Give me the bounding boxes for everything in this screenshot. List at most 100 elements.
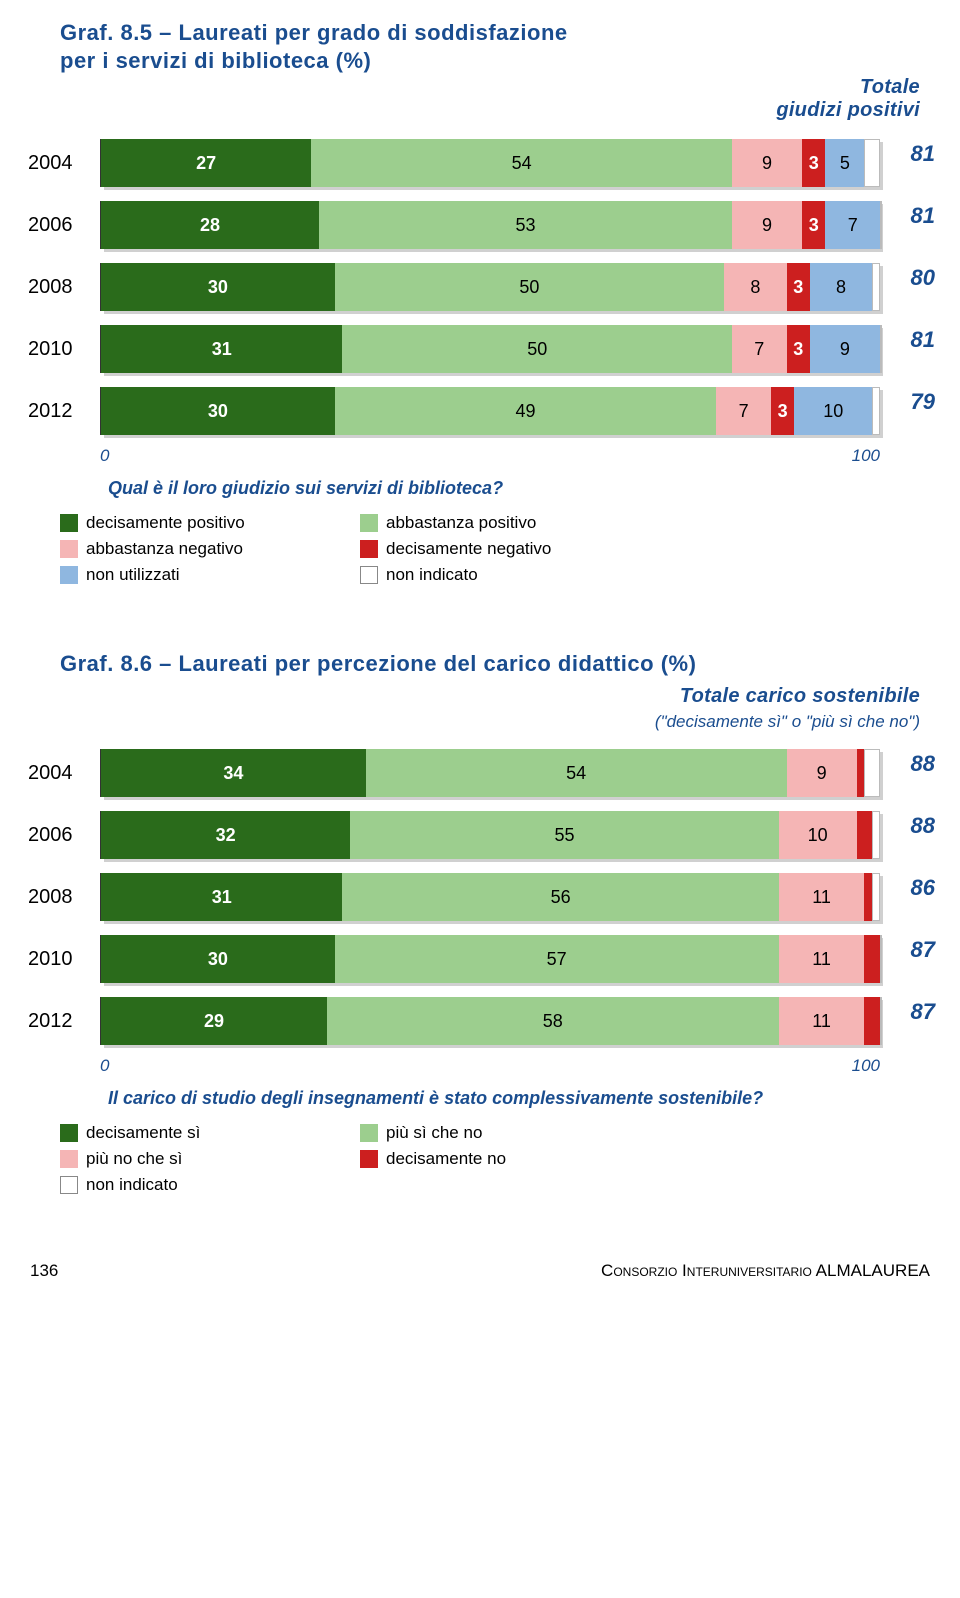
chart-a-title-2: per i servizi di biblioteca (%)	[20, 48, 940, 74]
page-footer: 136 Consorzio Interuniversitario ALMALAU…	[20, 1261, 940, 1281]
legend-swatch	[360, 514, 378, 532]
bar-segment: 3	[787, 325, 810, 373]
bar-segment	[872, 263, 880, 311]
bar-row: 20123049731079	[100, 380, 880, 442]
row-total: 87	[911, 937, 935, 963]
legend-swatch	[60, 1124, 78, 1142]
bar-row: 20043454988	[100, 742, 880, 804]
legend-label: decisamente negativo	[386, 539, 551, 559]
bar-segment: 7	[825, 201, 880, 249]
page-number: 136	[30, 1261, 58, 1281]
bar-segment: 32	[101, 811, 350, 859]
bar-segment: 7	[716, 387, 771, 435]
bar-row: 201030571187	[100, 928, 880, 990]
legend-swatch	[60, 514, 78, 532]
chart-b-legend: decisamente sì più sì che no più no che sì…	[20, 1123, 940, 1201]
bar-row: 200831561186	[100, 866, 880, 928]
row-total: 81	[911, 141, 935, 167]
bar-segment: 29	[101, 997, 327, 1045]
row-total: 79	[911, 389, 935, 415]
bar-segment: 56	[342, 873, 778, 921]
bar-area: 2853937	[100, 201, 880, 249]
legend-item: decisamente no	[360, 1149, 660, 1169]
bar-segment: 3	[802, 139, 825, 187]
legend-label: più sì che no	[386, 1123, 482, 1143]
year-label: 2006	[20, 824, 90, 847]
row-total: 87	[911, 999, 935, 1025]
bar-area: 315611	[100, 873, 880, 921]
bar-segment: 9	[810, 325, 880, 373]
chart-a-title-1: Graf. 8.5 – Laureati per grado di soddis…	[20, 20, 940, 46]
legend-label: più no che sì	[86, 1149, 182, 1169]
bar-segment	[872, 811, 880, 859]
row-total: 81	[911, 327, 935, 353]
bar-area: 295811	[100, 997, 880, 1045]
chart-b-xtick-min: 0	[100, 1056, 109, 1076]
legend-label: abbastanza positivo	[386, 513, 536, 533]
bar-segment	[872, 387, 880, 435]
chart-a-xtick-max: 100	[852, 446, 880, 466]
chart-a-question: Qual è il loro giudizio sui servizi di b…	[100, 478, 880, 499]
bar-row: 201229581187	[100, 990, 880, 1052]
legend-label: non indicato	[86, 1175, 178, 1195]
year-label: 2010	[20, 338, 90, 361]
year-label: 2012	[20, 400, 90, 423]
footer-text: Consorzio Interuniversitario ALMALAUREA	[601, 1261, 930, 1281]
legend-label: abbastanza negativo	[86, 539, 243, 559]
bar-segment: 28	[101, 201, 319, 249]
bar-segment	[880, 935, 882, 983]
bar-segment: 8	[724, 263, 786, 311]
bar-area: 325510	[100, 811, 880, 859]
bar-area: 3150739	[100, 325, 880, 373]
bar-row: 2010315073981	[100, 318, 880, 380]
legend-item: non indicato	[60, 1175, 360, 1195]
chart-a-right-2: giudizi positivi	[20, 99, 940, 122]
legend-swatch	[360, 566, 378, 584]
year-label: 2004	[20, 762, 90, 785]
year-label: 2004	[20, 152, 90, 175]
bar-segment: 10	[794, 387, 872, 435]
bar-segment: 9	[787, 749, 857, 797]
bar-segment: 31	[101, 325, 342, 373]
bar-row: 2008305083880	[100, 256, 880, 318]
year-label: 2012	[20, 1010, 90, 1033]
bar-area: 34549	[100, 749, 880, 797]
bar-segment: 11	[779, 873, 865, 921]
bar-segment	[864, 139, 880, 187]
legend-item: decisamente positivo	[60, 513, 360, 533]
bar-segment: 50	[335, 263, 725, 311]
legend-item: decisamente sì	[60, 1123, 360, 1143]
legend-item: abbastanza negativo	[60, 539, 360, 559]
legend-item: abbastanza positivo	[360, 513, 660, 533]
legend-label: non utilizzati	[86, 565, 180, 585]
bar-segment	[864, 873, 872, 921]
bar-segment: 3	[771, 387, 794, 435]
legend-swatch	[360, 1150, 378, 1168]
bar-segment: 30	[101, 387, 335, 435]
chart-b-plot: 2004345498820063255108820083156118620103…	[20, 742, 940, 1109]
bar-segment: 49	[335, 387, 717, 435]
bar-segment: 54	[311, 139, 732, 187]
bar-segment: 31	[101, 873, 342, 921]
bar-row: 2006285393781	[100, 194, 880, 256]
legend-label: decisamente no	[386, 1149, 506, 1169]
bar-segment: 54	[366, 749, 787, 797]
year-label: 2008	[20, 276, 90, 299]
bar-segment	[857, 811, 873, 859]
bar-segment: 3	[787, 263, 810, 311]
bar-segment	[864, 935, 880, 983]
chart-a: Graf. 8.5 – Laureati per grado di soddis…	[20, 20, 940, 591]
bar-area: 2754935	[100, 139, 880, 187]
legend-swatch	[360, 1124, 378, 1142]
chart-b-right-2: ("decisamente sì" o "più sì che no")	[20, 712, 940, 732]
bar-segment	[880, 325, 882, 373]
bar-segment	[872, 873, 880, 921]
bar-segment: 11	[779, 997, 865, 1045]
bar-area: 305711	[100, 935, 880, 983]
year-label: 2008	[20, 886, 90, 909]
legend-item: non utilizzati	[60, 565, 360, 585]
bar-segment: 30	[101, 935, 335, 983]
chart-a-legend: decisamente positivo abbastanza positivo a…	[20, 513, 940, 591]
legend-swatch	[360, 540, 378, 558]
bar-segment	[880, 997, 882, 1045]
